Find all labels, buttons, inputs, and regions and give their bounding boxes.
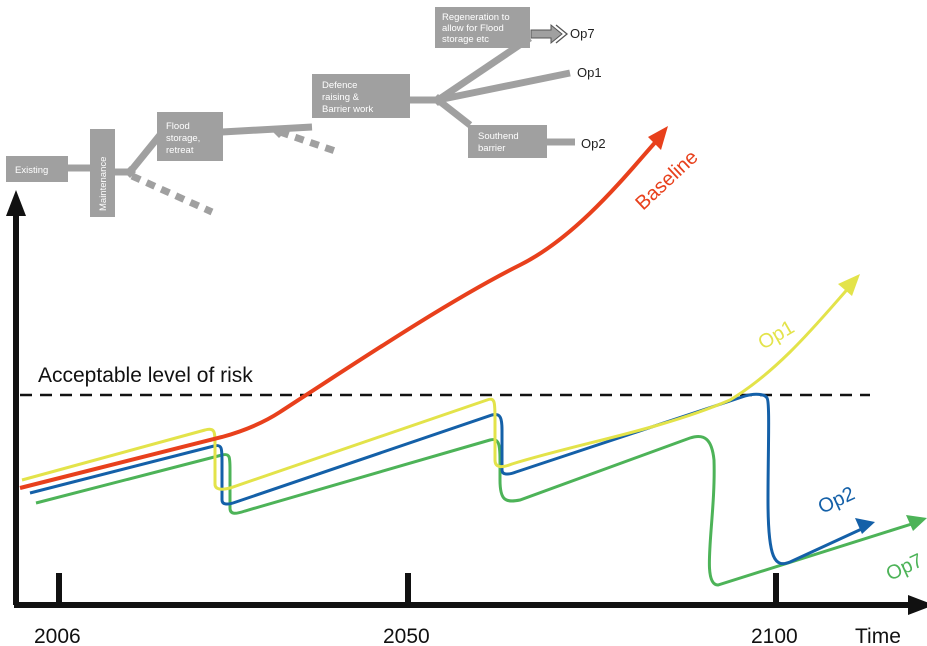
tick-label-2006: 2006 — [34, 625, 81, 646]
node-defence-line3: Barrier work — [322, 104, 373, 115]
junction-markers — [124, 94, 444, 178]
node-regeneration-line2: allow for Flood — [442, 23, 504, 34]
node-regeneration-line1: Regeneration to — [442, 12, 510, 23]
curve-op2-arrowhead — [855, 518, 875, 534]
curve-label-op2: Op2 — [815, 483, 859, 519]
pathway-tree: Existing Maintenance Flood storage, retr… — [6, 7, 606, 217]
tree-branches — [68, 35, 575, 176]
tree-op1-label: Op1 — [577, 65, 602, 80]
x-axis-arrowhead — [908, 595, 927, 615]
node-maintenance: Maintenance — [90, 129, 115, 217]
node-flood-storage-line3: retreat — [166, 145, 194, 156]
node-defence-line1: Defence — [322, 80, 357, 91]
curve-op1 — [21, 283, 854, 491]
tick-label-2100: 2100 — [751, 625, 798, 646]
axes: 2006 2050 2100 Time — [6, 190, 927, 646]
curve-op1-arrowhead — [838, 274, 860, 296]
node-existing: Existing — [6, 156, 68, 182]
x-axis-title: Time — [855, 625, 901, 646]
node-flood-storage-line2: storage, — [166, 133, 200, 144]
node-defence-raising: Defence raising & Barrier work — [312, 74, 410, 118]
node-southend-line1: Southend — [478, 131, 519, 142]
double-arrow-icon — [530, 23, 569, 45]
curve-op2 — [29, 392, 867, 566]
acceptable-risk-label: Acceptable level of risk — [38, 364, 253, 387]
node-regeneration: Regeneration to allow for Flood storage … — [435, 7, 530, 48]
node-southend-barrier: Southend barrier — [468, 125, 547, 158]
tick-label-2050: 2050 — [383, 625, 430, 646]
node-defence-line2: raising & — [322, 92, 360, 103]
node-flood-storage: Flood storage, retreat — [157, 112, 223, 161]
curve-op7-arrowhead — [906, 515, 927, 531]
node-regeneration-line3: storage etc — [442, 34, 489, 45]
curve-op7 — [35, 435, 919, 587]
node-flood-storage-line1: Flood — [166, 121, 190, 132]
curve-label-op7: Op7 — [883, 550, 927, 586]
curve-baseline-arrowhead — [648, 126, 668, 150]
node-existing-label: Existing — [15, 165, 48, 176]
curve-baseline — [19, 135, 662, 490]
y-axis-arrowhead — [6, 190, 26, 216]
tree-op7-label: Op7 — [570, 26, 595, 41]
tree-op2-label: Op2 — [581, 136, 606, 151]
node-maintenance-label: Maintenance — [98, 157, 109, 211]
node-southend-line2: barrier — [478, 143, 505, 154]
tree-dashed-branches — [130, 128, 340, 216]
